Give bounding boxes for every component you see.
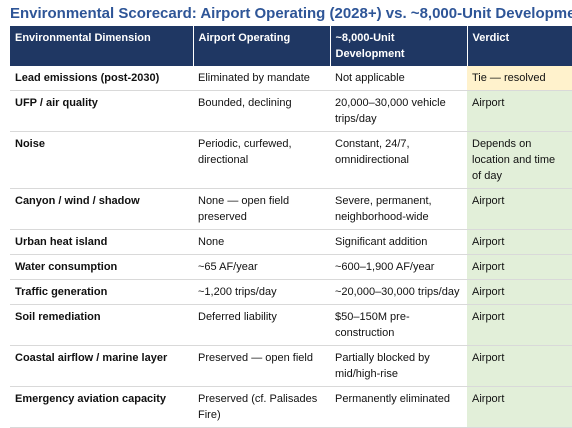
verdict-cell: Airport [467, 386, 572, 428]
value-cell: Preserved (cf. Palisades Fire) [193, 386, 330, 428]
table-row: Traffic generation ~1,200 trips/day ~20,00… [10, 279, 572, 305]
header-row: Environmental Dimension Airport Operating… [10, 26, 572, 66]
value-cell: ~600–1,900 AF/year [330, 254, 467, 280]
table-row: Soil remediation Deferred liability $50–15… [10, 304, 572, 346]
dimension-cell: Urban heat island [10, 229, 193, 255]
verdict-cell: Tie — resolved [467, 66, 572, 91]
value-cell: Periodic, curfewed, directional [193, 131, 330, 189]
dimension-cell: Lead emissions (post-2030) [10, 66, 193, 91]
value-cell: ~20,000–30,000 trips/day [330, 279, 467, 305]
table-row: Urban heat island None Significant additio… [10, 229, 572, 255]
dimension-cell: Noise [10, 131, 193, 189]
verdict-cell: Airport [467, 188, 572, 230]
column-header: Verdict [467, 26, 572, 66]
dimension-cell: Canyon / wind / shadow [10, 188, 193, 230]
verdict-cell: Depends on location and time of day [467, 131, 572, 189]
value-cell: ~1,200 trips/day [193, 279, 330, 305]
table-row: Canyon / wind / shadow None — open field … [10, 188, 572, 230]
dimension-cell: Soil remediation [10, 304, 193, 346]
value-cell: Severe, permanent, neighborhood-wide [330, 188, 467, 230]
verdict-cell: Airport [467, 254, 572, 280]
verdict-cell: Airport [467, 304, 572, 346]
value-cell: Eliminated by mandate [193, 66, 330, 91]
value-cell: Constant, 24/7, omnidirectional [330, 131, 467, 189]
value-cell: None [193, 229, 330, 255]
verdict-cell: Airport [467, 90, 572, 132]
table-row: Lead emissions (post-2030) Eliminated by … [10, 66, 572, 91]
column-header: Environmental Dimension [10, 26, 194, 66]
page: {"header": {"title": "Environmental Scor… [10, 5, 572, 428]
verdict-cell: Airport [467, 279, 572, 305]
verdict-cell: Airport [467, 345, 572, 387]
title: Environmental Scorecard: Airport Operati… [10, 5, 572, 22]
value-cell: Permanently eliminated [330, 386, 467, 428]
value-cell: $50–150M pre-construction [330, 304, 467, 346]
table-row: UFP / air quality Bounded, declining 20,00… [10, 90, 572, 132]
value-cell: None — open field preserved [193, 188, 330, 230]
dimension-cell: UFP / air quality [10, 90, 193, 132]
value-cell: Not applicable [330, 66, 467, 91]
verdict-cell: Airport [467, 229, 572, 255]
value-cell: Preserved — open field [193, 345, 330, 387]
value-cell: Deferred liability [193, 304, 330, 346]
table-row: Coastal airflow / marine layer Preserved … [10, 345, 572, 387]
column-header: ~8,000-Unit Development [330, 26, 468, 66]
table-row: Emergency aviation capacity Preserved (cf… [10, 386, 572, 428]
scorecard-table: Environmental Dimension Airport Operating… [10, 26, 572, 428]
value-cell: Bounded, declining [193, 90, 330, 132]
dimension-cell: Emergency aviation capacity [10, 386, 193, 428]
dimension-cell: Coastal airflow / marine layer [10, 345, 193, 387]
dimension-cell: Traffic generation [10, 279, 193, 305]
value-cell: ~65 AF/year [193, 254, 330, 280]
table-row: Noise Periodic, curfewed, directional Cons… [10, 131, 572, 189]
value-cell: 20,000–30,000 vehicle trips/day [330, 90, 467, 132]
table-row: Water consumption ~65 AF/year ~600–1,900 A… [10, 254, 572, 280]
value-cell: Partially blocked by mid/high-rise [330, 345, 467, 387]
value-cell: Significant addition [330, 229, 467, 255]
dimension-cell: Water consumption [10, 254, 193, 280]
column-header: Airport Operating [193, 26, 331, 66]
